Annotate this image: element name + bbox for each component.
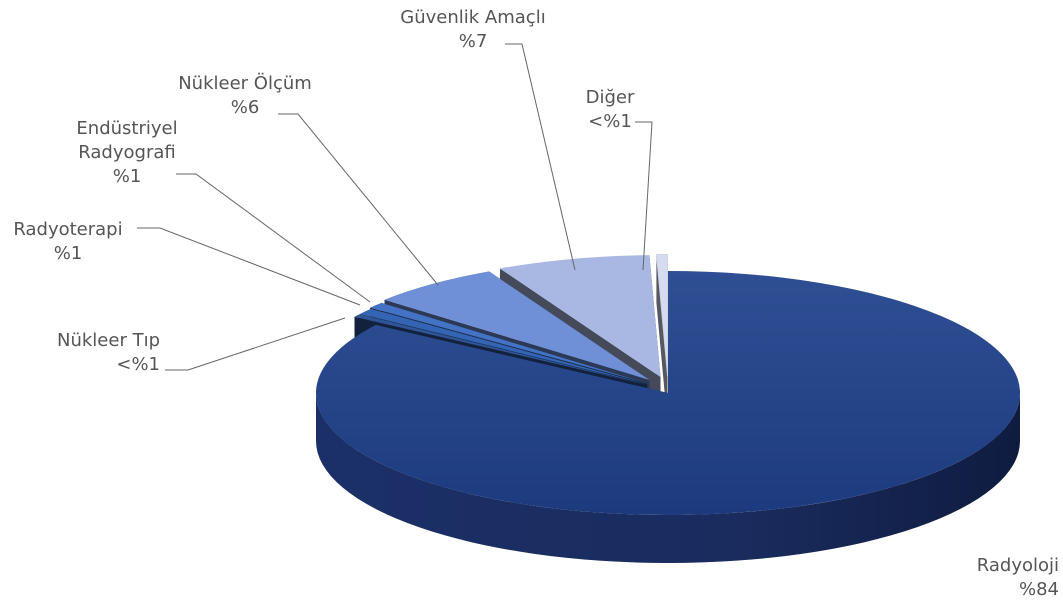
slice-top: [655, 254, 668, 377]
pie-slice-diger: [655, 254, 668, 425]
slice-cut-face: [656, 254, 668, 425]
leader-line-nukleer-t-p: [165, 317, 346, 371]
leader-lines: [137, 43, 653, 371]
pie-slice-radyoloji: [315, 271, 1021, 563]
leader-line-nukleer-olcum: [278, 113, 439, 286]
slice-top: [499, 255, 661, 378]
slice-top: [315, 271, 1021, 515]
leader-line-endustriyel-radyografi: [176, 173, 371, 303]
slice-top: [384, 271, 650, 380]
pie-slices: [315, 254, 1021, 563]
leader-line-diger: [635, 121, 653, 271]
leader-line-guvenlik-amacl: [505, 43, 576, 271]
leader-line-radyoterapi: [137, 227, 361, 306]
slice-top: [354, 314, 647, 385]
slice-top: [370, 302, 647, 384]
slice-side-wall: [316, 393, 1020, 563]
slice-top: [360, 308, 648, 385]
